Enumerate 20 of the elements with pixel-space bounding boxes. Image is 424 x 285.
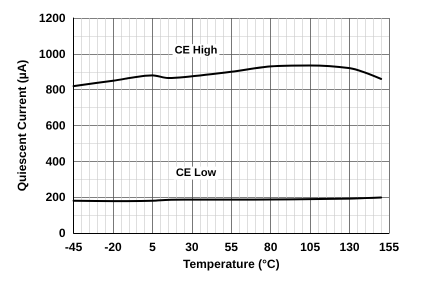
y-tick-label: 600	[46, 118, 66, 132]
y-tick-label: 800	[46, 82, 66, 97]
y-axis-title: Quiescent Current (µA)	[15, 60, 29, 192]
x-tick-label: 105	[300, 240, 320, 254]
x-tick-label: 155	[378, 240, 400, 254]
x-tick-label: 5	[149, 240, 156, 254]
x-tick-label: 130	[340, 240, 360, 254]
series-label: CE High	[174, 44, 218, 57]
y-tick-label: 400	[46, 154, 66, 168]
y-tick-label: 1200	[38, 11, 66, 25]
x-tick-label: 55	[224, 240, 238, 254]
x-axis-title: Temperature (°C)	[183, 256, 280, 271]
x-tick-label: 30	[185, 240, 199, 254]
y-tick-label: 0	[58, 226, 66, 240]
x-tick-label: -20	[104, 240, 122, 254]
x-tick-label: 80	[264, 240, 278, 254]
y-tick-label: 1000	[38, 46, 66, 61]
y-tick-label: 200	[46, 190, 66, 204]
series-label: CE Low	[176, 167, 217, 180]
x-tick-label: -45	[64, 240, 83, 254]
